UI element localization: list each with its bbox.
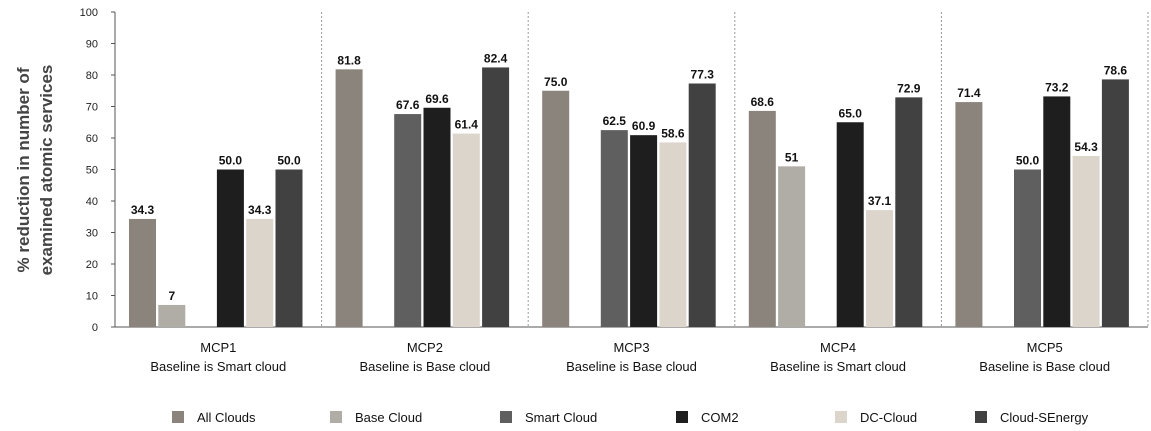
category-sublabel: Baseline is Smart cloud [770,359,906,374]
bar [659,142,687,327]
bar [600,130,628,327]
legend-swatch [835,411,847,423]
bar [778,166,806,327]
data-label: 60.9 [632,119,656,133]
category-label: MCP3 [613,340,649,355]
bar [158,304,186,327]
y-tick-label: 100 [80,7,98,19]
y-tick-label: 60 [86,133,98,145]
data-label: 72.9 [897,81,921,95]
bar [129,218,156,327]
y-tick-label: 70 [86,102,98,114]
y-axis-label-line-1: % reduction in number of [14,67,33,272]
data-label: 50.0 [277,154,301,168]
legend-label: Cloud-SEnergy [1000,410,1089,425]
data-label: 73.2 [1045,80,1069,94]
legend-label: DC-Cloud [860,410,917,425]
data-label: 51 [785,150,799,164]
bar [1043,96,1071,327]
category-sublabel: Baseline is Base cloud [979,359,1110,374]
y-tick-label: 80 [86,70,98,82]
y-tick-label: 50 [86,165,98,177]
legend-label: Base Cloud [355,410,422,425]
bar [1014,169,1041,327]
data-label: 58.6 [661,126,685,140]
y-axis-label-line-2: examined atomic services [37,65,56,276]
data-label: 65.0 [839,106,863,120]
category-label: MCP5 [1027,340,1063,355]
category-sublabel: Baseline is Smart cloud [150,359,286,374]
legend-swatch [975,411,987,423]
data-label: 78.6 [1104,63,1128,77]
bar [335,69,363,327]
bar [748,110,776,327]
data-label: 34.3 [248,203,272,217]
bar [688,83,716,327]
category-label: MCP4 [820,340,856,355]
legend-swatch [330,411,342,423]
bar [452,133,480,327]
y-tick-label: 0 [92,322,98,334]
legend-label: COM2 [701,410,739,425]
bar [895,97,923,328]
legend-swatch [676,411,688,423]
y-tick-label: 90 [86,39,98,51]
data-label: 61.4 [455,118,479,132]
y-tick-label: 40 [86,196,98,208]
data-label: 37.1 [868,194,892,208]
bar [246,218,274,327]
legend-swatch [500,411,512,423]
bar [1072,155,1100,327]
bar [955,102,983,327]
data-label: 7 [168,289,175,303]
data-label: 62.5 [603,114,627,128]
bar [866,210,893,327]
bar [423,107,451,327]
category-label: MCP2 [407,340,443,355]
legend-swatch [172,411,184,423]
bar [216,169,244,327]
legend-label: All Clouds [197,410,256,425]
data-label: 69.6 [425,92,449,106]
legend: All Clouds Base Cloud Smart Cloud COM2 DC-Cl… [172,410,1089,425]
data-label: 71.4 [957,86,981,100]
bar [542,90,570,327]
bar [275,169,303,327]
category-sublabel: Baseline is Base cloud [566,359,697,374]
legend-label: Smart Cloud [525,410,597,425]
data-label: 54.3 [1074,140,1098,154]
bar [836,122,864,327]
data-label: 77.3 [691,68,715,82]
data-label: 75.0 [544,75,568,89]
bar [394,114,422,327]
data-label: 34.3 [131,203,155,217]
data-label: 50.0 [1016,154,1040,168]
bar [1101,79,1129,327]
plot-area: 0 10 20 30 40 50 60 70 80 90 100 34.3 7 50.0 34.3 50.0 M… [80,7,1149,374]
category-label: MCP1 [200,340,236,355]
data-label: 67.6 [396,98,420,112]
y-tick-label: 30 [86,228,98,240]
bar [482,67,510,327]
data-label: 50.0 [219,154,243,168]
data-label: 81.8 [337,53,361,67]
y-tick-label: 20 [86,259,98,271]
data-label: 82.4 [484,51,508,65]
data-label: 68.6 [751,95,775,109]
category-sublabel: Baseline is Base cloud [359,359,490,374]
bar [630,135,658,327]
y-tick-label: 10 [86,291,98,303]
